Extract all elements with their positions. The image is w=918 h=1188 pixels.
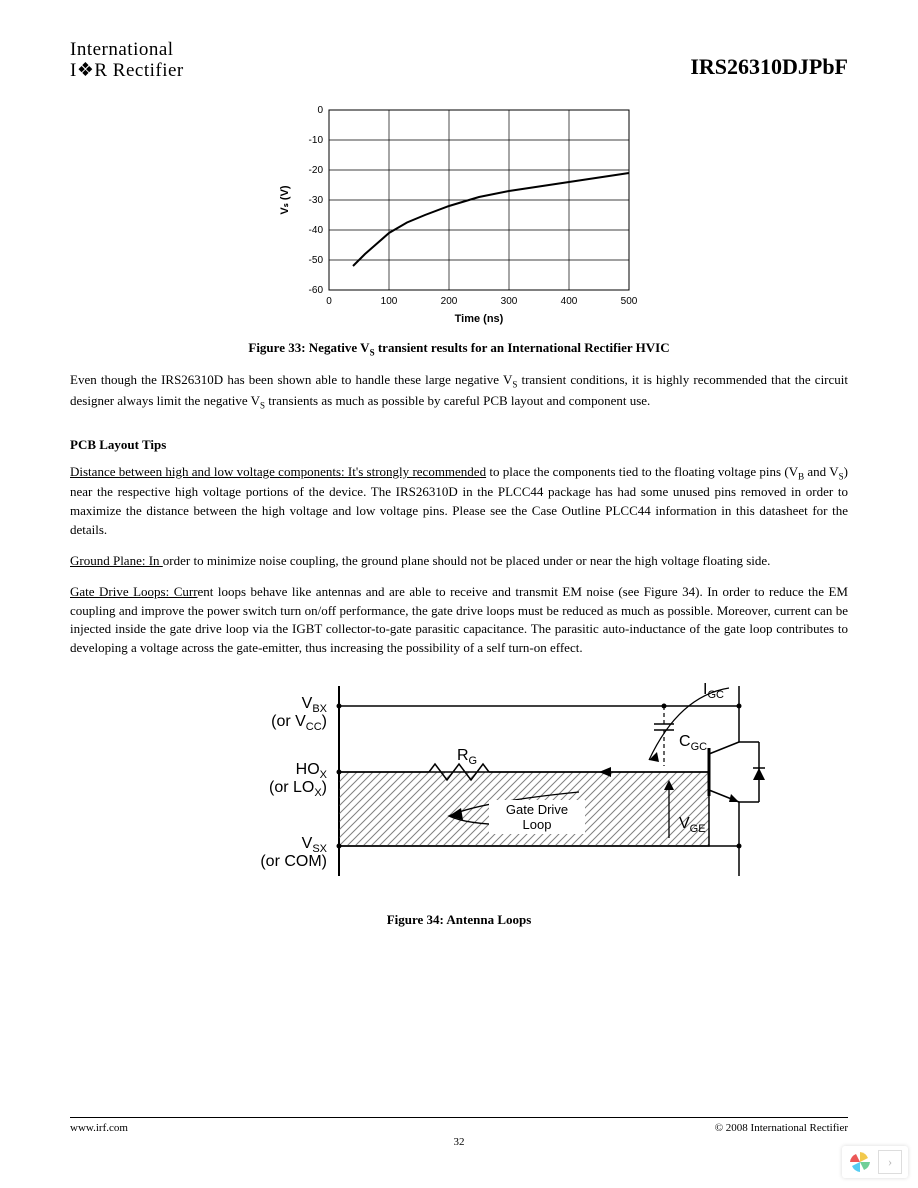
svg-text:RG: RG <box>457 747 477 767</box>
tip-gate-drive: Gate Drive Loops: Current loops behave l… <box>70 583 848 658</box>
figure-34-diagram: VBX(or VCC) HOX(or LOX) VSX(or COM) RG IGC CG… <box>70 676 848 896</box>
svg-text:-20: -20 <box>309 165 324 176</box>
tip3-underline: Gate Drive Loops: Curr <box>70 584 198 599</box>
next-page-button[interactable]: › <box>878 1150 902 1174</box>
tip-ground-plane: Ground Plane: In order to minimize noise… <box>70 552 848 571</box>
svg-text:-60: -60 <box>309 285 324 296</box>
footer-rule <box>70 1117 848 1118</box>
footer-copyright: © 2008 International Rectifier <box>715 1122 848 1134</box>
svg-text:400: 400 <box>561 296 578 307</box>
svg-text:500: 500 <box>621 296 638 307</box>
svg-text:Loop: Loop <box>523 817 552 832</box>
p1a: Even though the IRS26310D has been shown… <box>70 372 512 387</box>
tip1-a: to place the components tied to the floa… <box>486 464 798 479</box>
part-number: IRS26310DJPbF <box>690 54 848 80</box>
fig33-post: transient results for an International R… <box>375 340 670 355</box>
tip1-mid: and V <box>804 464 839 479</box>
svg-text:(or VCC): (or VCC) <box>271 713 327 733</box>
page-number: 32 <box>70 1136 848 1148</box>
svg-text:Time (ns): Time (ns) <box>455 313 504 325</box>
svg-text:300: 300 <box>501 296 518 307</box>
intro-paragraph: Even though the IRS26310D has been shown… <box>70 371 848 412</box>
tip-distance: Distance between high and low voltage co… <box>70 463 848 540</box>
svg-text:VSX: VSX <box>302 835 328 855</box>
svg-text:-10: -10 <box>309 135 324 146</box>
svg-text:CGC: CGC <box>679 733 707 753</box>
p1c: transients as much as possible by carefu… <box>265 393 650 408</box>
svg-text:Vₛ (V): Vₛ (V) <box>279 185 291 214</box>
svg-text:HOX: HOX <box>296 761 328 781</box>
vs-transient-chart-svg: 0 100 200 300 400 500 -60 -50 -40 -30 -20 -10 0 Time … <box>274 100 644 330</box>
pcb-layout-tips-heading: PCB Layout Tips <box>70 437 848 453</box>
figure-33-chart: 0 100 200 300 400 500 -60 -50 -40 -30 -20 -10 0 Time … <box>70 100 848 330</box>
page-footer: www.irf.com © 2008 International Rectifi… <box>70 1117 848 1148</box>
tip2-rest: order to minimize noise coupling, the gr… <box>163 553 771 568</box>
antenna-loops-diagram-svg: VBX(or VCC) HOX(or LOX) VSX(or COM) RG IGC CG… <box>149 676 769 896</box>
tip1-underline: Distance between high and low voltage co… <box>70 464 486 479</box>
logo-line1: International <box>70 40 184 61</box>
svg-text:-30: -30 <box>309 195 324 206</box>
svg-text:Gate Drive: Gate Drive <box>506 802 568 817</box>
fig33-pre: Figure 33: Negative V <box>248 340 369 355</box>
footer-url: www.irf.com <box>70 1122 128 1134</box>
svg-text:100: 100 <box>381 296 398 307</box>
pinwheel-icon <box>848 1150 872 1174</box>
footer-row: www.irf.com © 2008 International Rectifi… <box>70 1122 848 1134</box>
svg-text:IGC: IGC <box>703 681 724 701</box>
page-header: International I❖R Rectifier IRS26310DJPb… <box>70 40 848 82</box>
svg-text:(or COM): (or COM) <box>260 853 327 870</box>
svg-text:200: 200 <box>441 296 458 307</box>
company-logo: International I❖R Rectifier <box>70 40 184 82</box>
svg-text:VBX: VBX <box>302 695 328 715</box>
viewer-nav-widget[interactable]: › <box>842 1146 908 1178</box>
svg-text:-40: -40 <box>309 225 324 236</box>
logo-line2: I❖R Rectifier <box>70 61 184 82</box>
svg-text:0: 0 <box>326 296 332 307</box>
figure-34-caption: Figure 34: Antenna Loops <box>70 912 848 928</box>
datasheet-page: International I❖R Rectifier IRS26310DJPb… <box>0 0 918 1188</box>
svg-text:-50: -50 <box>309 255 324 266</box>
svg-text:(or LOX): (or LOX) <box>269 779 327 799</box>
svg-text:0: 0 <box>317 105 323 116</box>
tip2-underline: Ground Plane: In <box>70 553 163 568</box>
figure-33-caption: Figure 33: Negative VS transient results… <box>70 340 848 358</box>
